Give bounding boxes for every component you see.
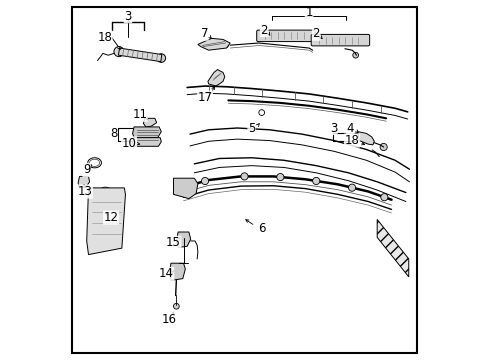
- Circle shape: [352, 52, 358, 58]
- FancyBboxPatch shape: [310, 35, 369, 46]
- Text: 9: 9: [83, 163, 90, 176]
- Polygon shape: [143, 118, 156, 127]
- Polygon shape: [176, 232, 190, 247]
- Circle shape: [114, 46, 124, 57]
- Text: 11: 11: [132, 108, 147, 121]
- Polygon shape: [207, 69, 224, 86]
- Polygon shape: [86, 188, 125, 255]
- Text: 10: 10: [122, 137, 136, 150]
- Text: 13: 13: [77, 185, 92, 198]
- Text: 7: 7: [200, 27, 208, 40]
- Circle shape: [223, 42, 228, 48]
- FancyBboxPatch shape: [256, 30, 314, 41]
- Text: 16: 16: [162, 312, 176, 326]
- Text: 5: 5: [247, 122, 255, 135]
- Polygon shape: [78, 176, 89, 188]
- Circle shape: [173, 267, 180, 274]
- Text: 15: 15: [166, 236, 181, 249]
- Circle shape: [157, 54, 165, 62]
- Text: 3: 3: [124, 10, 131, 23]
- Text: 1: 1: [305, 6, 312, 19]
- Polygon shape: [169, 263, 185, 280]
- Polygon shape: [173, 178, 198, 199]
- Circle shape: [379, 143, 386, 150]
- Circle shape: [348, 184, 355, 191]
- Text: 14: 14: [159, 267, 173, 280]
- Text: 8: 8: [110, 127, 117, 140]
- Polygon shape: [376, 220, 408, 277]
- Text: 2: 2: [260, 24, 267, 37]
- Circle shape: [276, 174, 284, 181]
- Polygon shape: [132, 138, 161, 146]
- Circle shape: [241, 173, 247, 180]
- Text: 17: 17: [197, 91, 212, 104]
- Circle shape: [96, 187, 114, 205]
- Text: 3: 3: [329, 122, 336, 135]
- Text: 18: 18: [97, 31, 112, 44]
- Circle shape: [312, 177, 319, 185]
- Circle shape: [258, 110, 264, 116]
- Polygon shape: [118, 48, 162, 62]
- Circle shape: [185, 183, 189, 186]
- Circle shape: [183, 180, 192, 189]
- Circle shape: [81, 179, 86, 184]
- Polygon shape: [132, 127, 161, 138]
- Circle shape: [180, 234, 187, 242]
- Text: 2: 2: [312, 27, 319, 40]
- Circle shape: [201, 177, 208, 185]
- Text: 18: 18: [344, 134, 359, 147]
- Polygon shape: [357, 132, 373, 145]
- Circle shape: [173, 303, 179, 309]
- Text: 4: 4: [346, 122, 353, 135]
- Text: 12: 12: [103, 211, 119, 224]
- Text: 6: 6: [258, 222, 265, 235]
- Polygon shape: [198, 39, 230, 50]
- Circle shape: [380, 194, 387, 201]
